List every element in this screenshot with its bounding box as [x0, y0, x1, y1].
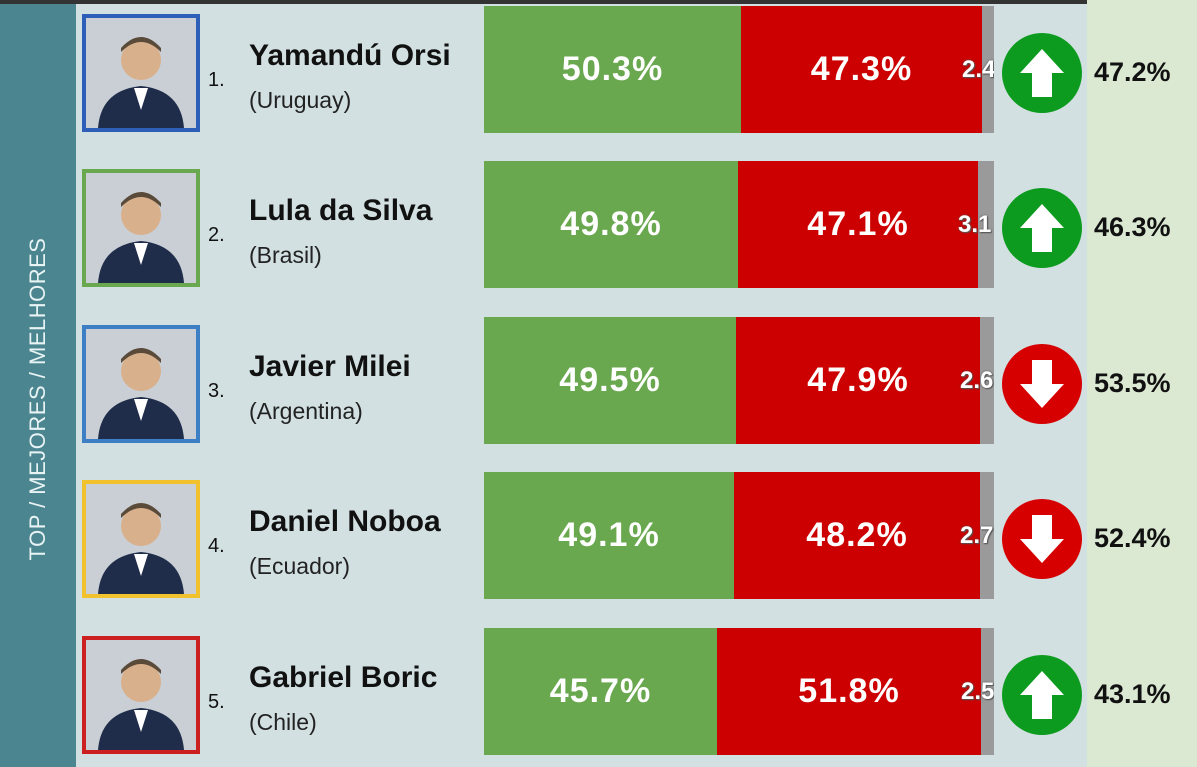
other-value-label: 2.7	[960, 522, 994, 549]
arrow-up-icon	[1002, 655, 1082, 735]
leader-photo	[82, 480, 200, 598]
person-photo-icon	[86, 484, 196, 594]
other-value-label: 3.1	[958, 211, 992, 238]
disapprove-segment	[734, 472, 980, 599]
leader-name: Yamandú Orsi	[249, 39, 451, 72]
ranking-row: 3. Javier Milei (Argentina) 49.5% 47.9% …	[0, 314, 1197, 444]
leader-country: (Argentina)	[249, 398, 363, 424]
approval-bar: 49.8% 47.1% 3.1	[484, 161, 994, 288]
ranking-row: 4. Daniel Noboa (Ecuador) 49.1% 48.2% 2.…	[0, 469, 1197, 599]
arrow-down-icon	[1002, 344, 1082, 424]
ranking-row: 2. Lula da Silva (Brasil) 49.8% 47.1% 3.…	[0, 158, 1197, 288]
disapprove-segment	[738, 161, 978, 288]
leader-photo	[82, 14, 200, 132]
other-value-label: 2.6	[960, 367, 994, 394]
other-value-label: 2.5	[961, 678, 994, 705]
disapprove-segment	[736, 317, 980, 444]
arrow-up-icon	[1002, 188, 1082, 268]
approve-segment	[484, 6, 741, 133]
person-photo-icon	[86, 640, 196, 750]
ranking-row: 5. Gabriel Boric (Chile) 45.7% 51.8% 2.5…	[0, 625, 1197, 755]
approve-value-label: 45.7%	[549, 672, 652, 710]
trend-value: 46.3%	[1094, 212, 1171, 242]
leader-country: (Uruguay)	[249, 87, 352, 113]
rank-number: 4.	[208, 535, 225, 557]
leader-name: Daniel Noboa	[249, 505, 441, 538]
leader-country: (Ecuador)	[249, 553, 350, 579]
rank-number: 3.	[208, 380, 225, 402]
approve-value-label: 49.5%	[559, 361, 661, 399]
leader-photo	[82, 169, 200, 287]
approval-bar: 50.3% 47.3% 2.4	[484, 6, 994, 133]
disapprove-value-label: 48.2%	[806, 516, 908, 554]
approve-segment	[484, 472, 734, 599]
disapprove-value-label: 47.9%	[807, 361, 909, 399]
leader-photo	[82, 636, 200, 754]
disapprove-value-label: 47.1%	[807, 205, 909, 243]
trend-value: 53.5%	[1094, 368, 1171, 398]
trend-value: 47.2%	[1094, 57, 1171, 87]
top-border	[0, 0, 1197, 4]
ranking-row: 1. Yamandú Orsi (Uruguay) 50.3% 47.3% 2.…	[0, 3, 1197, 133]
approval-bar: 45.7% 51.8% 2.5	[484, 628, 994, 755]
leader-country: (Chile)	[249, 709, 317, 735]
trend-column	[1087, 0, 1197, 767]
arrow-down-icon	[1002, 499, 1082, 579]
approval-bar: 49.5% 47.9% 2.6	[484, 317, 994, 444]
disapprove-value-label: 47.3%	[810, 50, 913, 88]
approve-segment	[484, 161, 738, 288]
approval-bar: 49.1% 48.2% 2.7	[484, 472, 994, 599]
leader-name: Lula da Silva	[249, 194, 433, 227]
rank-number: 5.	[208, 691, 225, 713]
approve-segment	[484, 628, 717, 755]
disapprove-segment	[717, 628, 981, 755]
trend-value: 43.1%	[1094, 679, 1171, 709]
rank-number: 2.	[208, 224, 225, 246]
rank-number: 1.	[208, 69, 225, 91]
disapprove-value-label: 51.8%	[798, 672, 900, 710]
sidebar: TOP / MEJORES / MELHORES	[0, 4, 76, 767]
person-photo-icon	[86, 329, 196, 439]
approve-value-label: 49.8%	[560, 205, 662, 243]
approve-segment	[484, 317, 736, 444]
trend-value: 52.4%	[1094, 523, 1171, 553]
approve-value-label: 50.3%	[561, 50, 664, 88]
approve-value-label: 49.1%	[558, 516, 660, 554]
leader-country: (Brasil)	[249, 242, 322, 268]
arrow-up-icon	[1002, 33, 1082, 113]
other-value-label: 2.4	[962, 56, 994, 83]
person-photo-icon	[86, 18, 196, 128]
person-photo-icon	[86, 173, 196, 283]
leader-name: Gabriel Boric	[249, 661, 438, 694]
leader-name: Javier Milei	[249, 350, 411, 383]
leader-photo	[82, 325, 200, 443]
disapprove-segment	[741, 6, 982, 133]
